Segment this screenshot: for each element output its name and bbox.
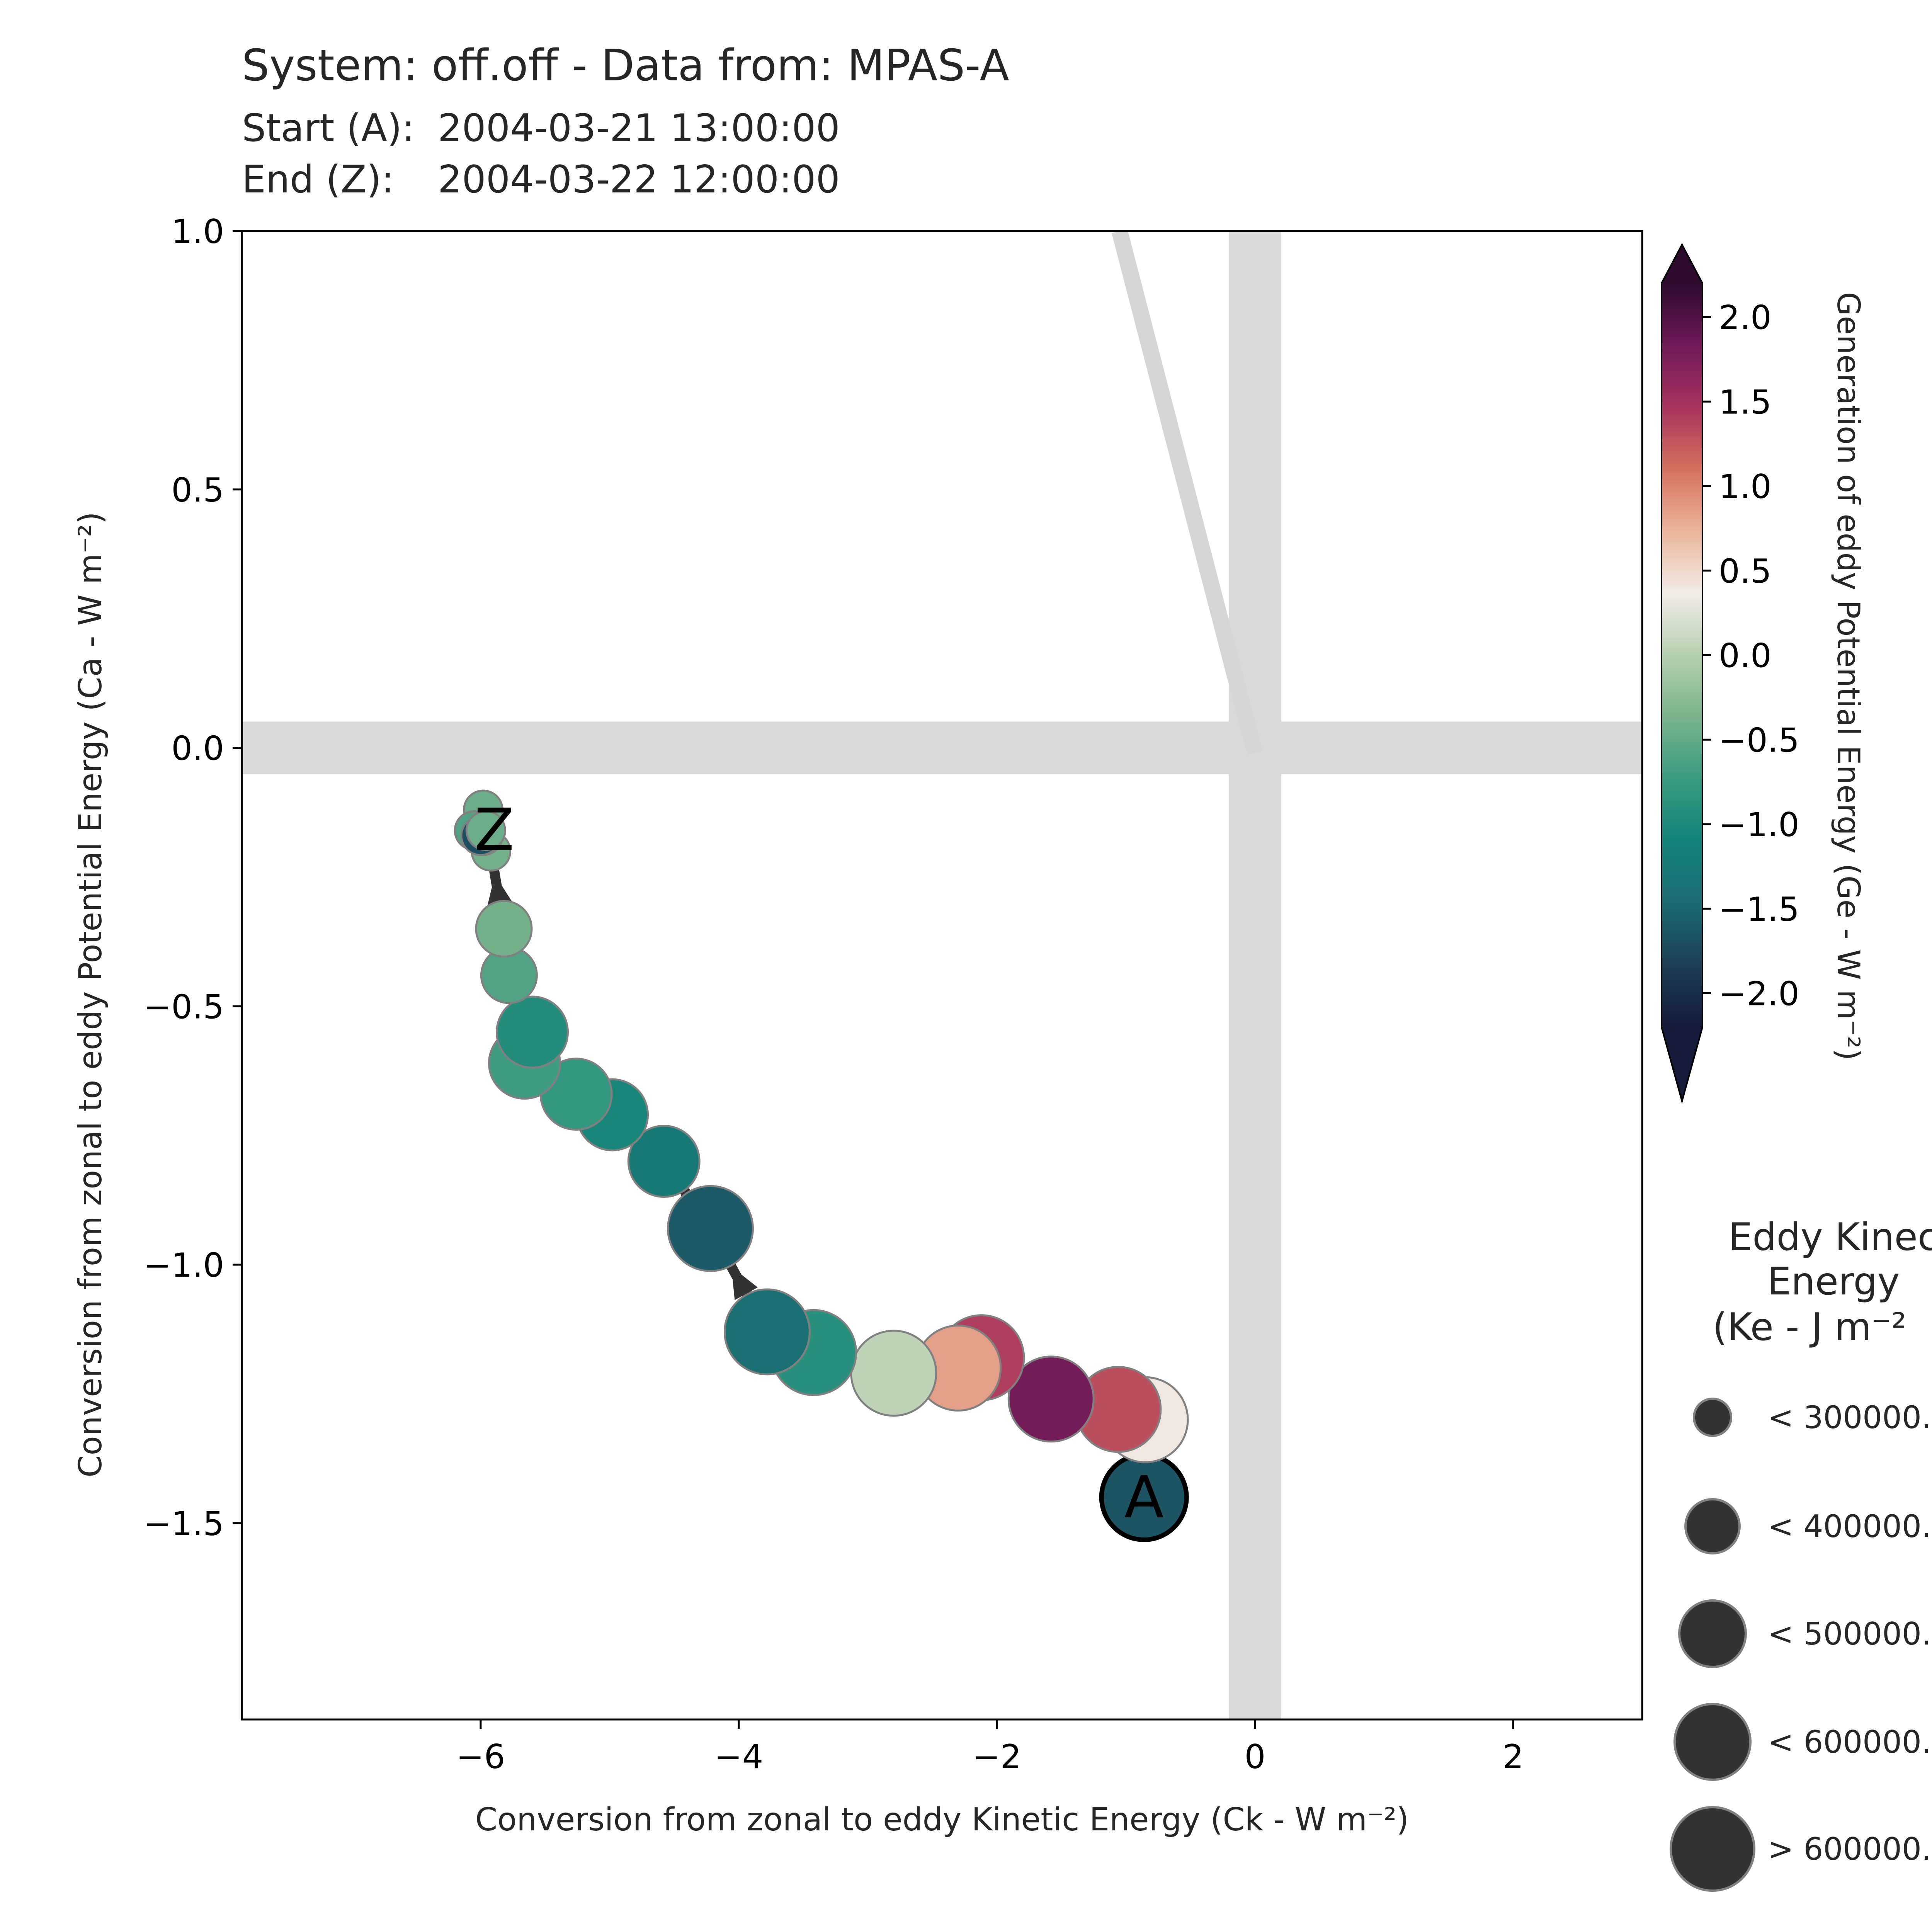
plot-area: [242, 231, 1642, 1719]
data-point: [667, 1185, 754, 1272]
colorbar-tick-label: 1.5: [1719, 383, 1772, 422]
data-point: [627, 1125, 701, 1198]
colorbar: 2.0 1.5 1.0 0.5 0.0 −0.5 −1.0 −1.5 −2.0 Generatio…: [1661, 243, 1866, 1104]
y-tick-label: 0.0: [171, 730, 224, 768]
chart-title: System: off.off - Data from: MPAS-A: [242, 41, 1009, 91]
colorbar-tick-label: −1.0: [1719, 806, 1799, 844]
size-legend-label: > 600000.: [1768, 1831, 1931, 1867]
axes-frame: [241, 230, 1643, 1721]
size-legend-marker: [1684, 1498, 1741, 1554]
y-tick-label: −1.0: [143, 1246, 224, 1285]
y-tick-label: −0.5: [143, 988, 224, 1026]
x-tick-label: −2: [973, 1738, 1022, 1776]
start-value: 2004-03-21 13:00:00: [438, 106, 840, 150]
x-tick-label: 0: [1245, 1738, 1266, 1776]
size-legend-marker: [1693, 1398, 1732, 1437]
start-label-A: A: [1124, 1464, 1164, 1531]
x-tick-label: 2: [1503, 1738, 1524, 1776]
colorbar-extend-max: [1662, 245, 1702, 283]
colorbar-extend-min: [1662, 1027, 1702, 1101]
data-point: [723, 1288, 811, 1376]
trajectory-arrow: [487, 874, 513, 908]
end-time-row: End (Z): 2004-03-22 12:00:00: [242, 158, 840, 202]
x-axis-label: Conversion from zonal to eddy Kinetic En…: [475, 1801, 1409, 1838]
x-tick-label: −4: [714, 1738, 764, 1776]
zero-band-horizontal: [242, 721, 1642, 774]
colorbar-tick-label: 1.0: [1719, 468, 1772, 506]
size-legend-title-line: Eddy Kinec: [1728, 1215, 1932, 1259]
colorbar-gradient: [1662, 283, 1702, 1027]
colorbar-tick-label: 2.0: [1719, 299, 1772, 337]
start-label: Start (A):: [242, 106, 415, 150]
colorbar-tick-label: −0.5: [1719, 721, 1799, 760]
size-legend-title-line: Energy: [1767, 1260, 1900, 1304]
size-legend-title-line: (Ke - J m⁻²: [1713, 1305, 1906, 1349]
y-axis-label: Conversion from zonal to eddy Potential …: [72, 512, 109, 1477]
colorbar-label: Generation of eddy Potential Energy (Ge …: [1830, 292, 1866, 1060]
end-label: End (Z):: [242, 158, 395, 202]
colorbar-tick-label: 0.0: [1719, 637, 1772, 675]
y-tick-label: −1.5: [143, 1505, 224, 1543]
x-tick-label: −6: [456, 1738, 505, 1776]
size-legend-label: < 400000.: [1768, 1509, 1931, 1544]
data-point: [475, 900, 533, 958]
colorbar-tick-label: −2.0: [1719, 975, 1799, 1014]
data-point: [1007, 1355, 1095, 1443]
end-point-marker: [465, 810, 506, 851]
colorbar-tick-label: 0.5: [1719, 552, 1772, 591]
end-value: 2004-03-22 12:00:00: [438, 158, 840, 202]
size-legend-marker: [1673, 1703, 1752, 1781]
plot-background: [242, 231, 1642, 1719]
size-legend-label: < 500000.: [1768, 1616, 1931, 1652]
size-legend-marker: [1670, 1806, 1755, 1892]
size-legend-label: < 600000.: [1768, 1724, 1931, 1760]
colorbar-outline: [1661, 243, 1703, 1104]
data-point: [850, 1330, 937, 1417]
colorbar-tick-label: −1.5: [1719, 890, 1799, 929]
y-tick-label: 0.5: [171, 471, 224, 510]
trajectory-arrow: [731, 1267, 758, 1300]
end-label-Z: Z: [474, 797, 514, 864]
start-time-row: Start (A): 2004-03-21 13:00:00: [242, 106, 840, 150]
y-tick-label: 1.0: [171, 213, 224, 251]
size-legend-marker: [1678, 1599, 1747, 1668]
data-point: [496, 995, 569, 1069]
zero-band-vertical: [1228, 231, 1281, 1719]
size-legend-label: < 300000.: [1768, 1400, 1931, 1435]
trend-line: [1111, 231, 1263, 755]
